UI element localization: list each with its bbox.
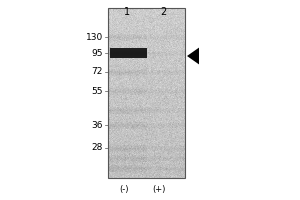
Text: 95: 95 [92, 48, 103, 58]
Bar [108, 8, 185, 178]
Bar [110, 48, 147, 58]
Text: 36: 36 [92, 120, 103, 130]
Text: (-): (-) [119, 185, 129, 194]
Text: 55: 55 [92, 86, 103, 96]
Text: 28: 28 [92, 144, 103, 152]
Text: 2: 2 [160, 7, 166, 17]
Text: 72: 72 [92, 68, 103, 76]
Text: (+): (+) [152, 185, 166, 194]
Text: 1: 1 [124, 7, 130, 17]
Text: 130: 130 [86, 32, 103, 42]
Polygon shape [187, 48, 199, 64]
